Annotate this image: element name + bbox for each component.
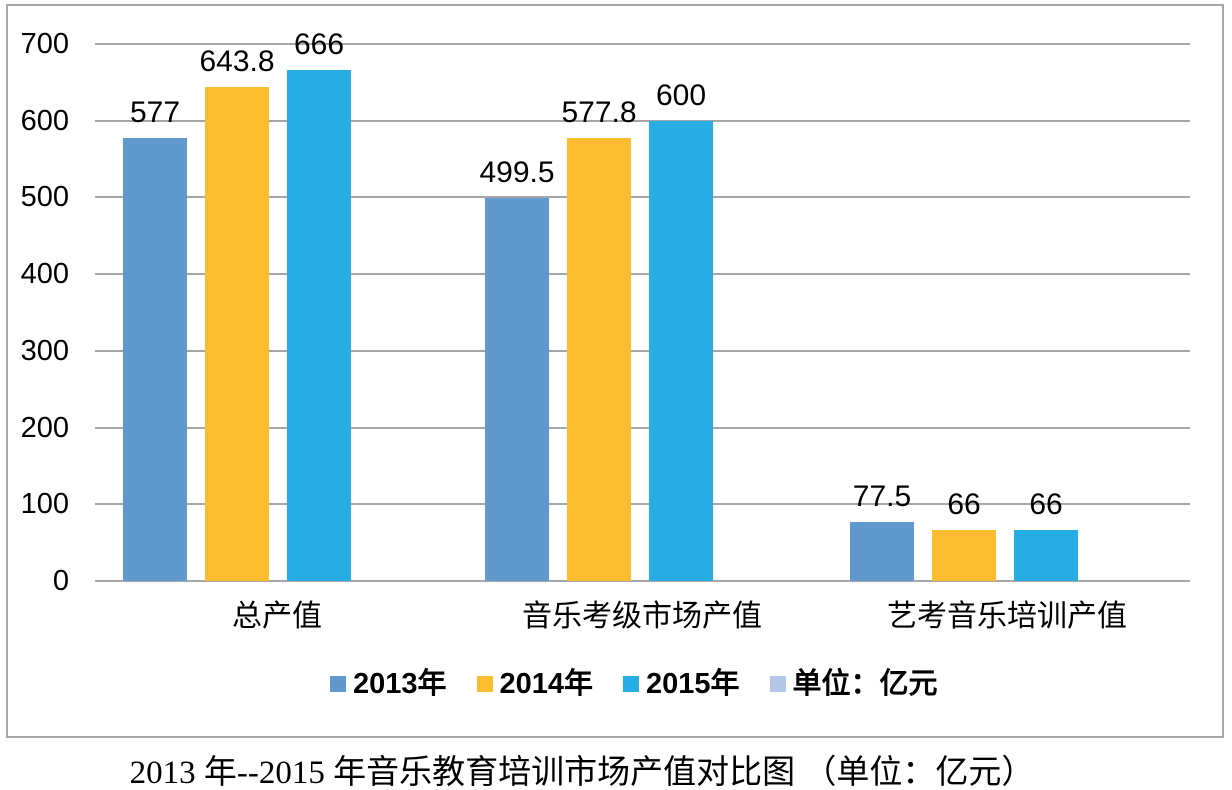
x-axis-category-label: 总产值 [232, 600, 322, 633]
bar-2015年-总产值 [287, 70, 351, 581]
legend-swatch-icon [330, 676, 346, 692]
bar-2014年-总产值 [205, 87, 269, 581]
gridline [95, 426, 1190, 429]
bar-2015年-音乐考级市场产值 [649, 120, 713, 581]
y-axis-tick-label: 300 [20, 334, 69, 367]
bar-value-label: 600 [655, 78, 707, 112]
bar-value-label: 499.5 [479, 155, 555, 189]
gridline [95, 503, 1190, 506]
y-axis-tick-label: 0 [52, 565, 69, 597]
y-axis-tick-label: 700 [20, 28, 69, 60]
bar-2013年-艺考音乐培训产值 [850, 521, 914, 581]
y-axis-tick-label: 400 [20, 258, 69, 291]
bar-value-label: 577 [129, 96, 181, 130]
bar-value-label: 66 [1029, 488, 1063, 522]
y-axis-tick-label: 100 [20, 488, 69, 521]
legend-swatch-icon [476, 676, 493, 692]
legend-item: 2014年 [476, 668, 594, 700]
gridline [95, 119, 1190, 122]
bar-2013年-总产值 [123, 138, 187, 581]
bar-value-label: 666 [293, 28, 345, 62]
legend: 2013年 2014年 2015年 单位：亿元 [330, 668, 938, 700]
gridline [95, 349, 1190, 352]
legend-label: 2013年 [353, 668, 447, 700]
legend-label: 2015年 [646, 668, 740, 700]
chart-border [6, 4, 1224, 738]
bar-2014年-艺考音乐培训产值 [932, 530, 996, 581]
legend-swatch-icon [769, 676, 786, 692]
y-axis-tick-label: 200 [20, 411, 69, 444]
bar-2013年-音乐考级市场产值 [485, 197, 549, 581]
chart-title: 2013 年--2015 年音乐教育培训市场产值对比图 （单位：亿元） [129, 755, 1035, 790]
y-axis-tick-label: 500 [20, 181, 69, 214]
bar-value-label: 66 [947, 488, 981, 522]
legend-item: 2015年 [623, 668, 740, 700]
x-axis-category-label: 艺考音乐培训产值 [887, 600, 1127, 633]
bar-value-label: 77.5 [852, 479, 912, 513]
legend-label: 单位：亿元 [792, 668, 938, 700]
bar-value-label: 643.8 [199, 45, 275, 79]
legend-swatch-icon [623, 676, 640, 692]
bar-value-label: 577.8 [561, 95, 637, 129]
x-axis-category-label: 音乐考级市场产值 [522, 600, 762, 633]
gridline [95, 273, 1190, 276]
legend-label: 2014年 [499, 668, 594, 700]
gridline [95, 196, 1190, 199]
legend-item: 2013年 [330, 668, 447, 700]
bar-2015年-艺考音乐培训产值 [1014, 530, 1078, 581]
bar-2014年-音乐考级市场产值 [567, 137, 631, 581]
legend-item: 单位：亿元 [769, 668, 938, 700]
gridline [95, 43, 1190, 45]
y-axis-tick-label: 600 [20, 104, 69, 137]
gridline [95, 580, 1190, 582]
